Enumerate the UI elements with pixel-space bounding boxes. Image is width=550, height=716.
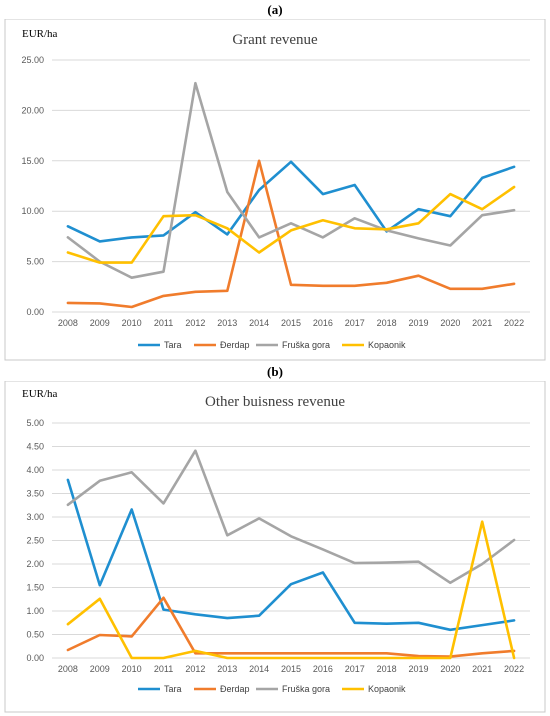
chart1-y-tick-label: 10.00	[21, 206, 44, 216]
chart2-series-fruska-gora	[66, 449, 516, 585]
chart1-y-axis-label: EUR/ha	[22, 28, 58, 40]
chart1-legend-label: Đerdap	[220, 340, 250, 350]
chart1-legend-label: Kopaonik	[368, 340, 406, 350]
chart2-legend-label: Tara	[164, 684, 182, 694]
chart2-series-tara	[66, 478, 516, 632]
chart2-x-tick-label: 2010	[122, 664, 142, 674]
panel-label-a: (a)	[267, 2, 283, 17]
chart1-x-tick-label: 2020	[440, 318, 460, 328]
chart2-x-tick-label: 2014	[249, 664, 269, 674]
chart1-y-tick-label: 5.00	[26, 257, 44, 267]
chart2-x-tick-label: 2018	[377, 664, 397, 674]
panel-label-b: (b)	[267, 364, 283, 379]
chart1-x-tick-label: 2012	[185, 318, 205, 328]
chart2-x-tick-label: 2022	[504, 664, 524, 674]
chart1-x-tick-label: 2019	[408, 318, 428, 328]
chart2-y-tick-label: 5.00	[26, 418, 44, 428]
grant-revenue-chart: Grant revenue EUR/ha 0.00 5.00 10.00 15.00 20.…	[4, 19, 546, 361]
chart2-x-tick-label: 2021	[472, 664, 492, 674]
chart1-y-tick-label: 0.00	[26, 307, 44, 317]
chart1-x-tick-label: 2015	[281, 318, 301, 328]
chart1-x-tick-label: 2022	[504, 318, 524, 328]
chart2-x-tick-label: 2017	[345, 664, 365, 674]
chart2-y-tick-label: 3.00	[26, 512, 44, 522]
chart2-title: Other buisness revenue	[205, 394, 345, 410]
chart1-x-tick-label: 2013	[217, 318, 237, 328]
chart1-frame	[4, 19, 546, 361]
chart2-y-tick-label: 0.50	[26, 630, 44, 640]
chart1-x-tick-label: 2016	[313, 318, 333, 328]
chart1-y-tick-label: 25.00	[21, 55, 44, 65]
chart2-y-tick-label: 4.50	[26, 442, 44, 452]
chart2-x-tick-label: 2016	[313, 664, 333, 674]
chart1-series-kopaonik	[66, 185, 516, 264]
chart1-x-tick-label: 2017	[345, 318, 365, 328]
chart1-series-fruska-gora	[66, 81, 516, 280]
chart2-y-tick-label: 0.00	[26, 653, 44, 663]
chart1-x-tick-label: 2010	[122, 318, 142, 328]
chart1-y-tick-label: 20.00	[21, 105, 44, 115]
chart1-legend-item-derdap: Đerdap	[194, 340, 250, 350]
chart2-x-tick-label: 2009	[90, 664, 110, 674]
chart2-legend-item-kopaonik: Kopaonik	[342, 684, 406, 694]
chart2-x-tick-label: 2008	[58, 664, 78, 674]
chart1-x-tick-label: 2011	[154, 318, 173, 328]
chart2-x-tick-label: 2019	[408, 664, 428, 674]
chart2-y-tick-label: 3.50	[26, 489, 44, 499]
other-business-revenue-chart: Other buisness revenue EUR/ha 0.00 0.50 1.00…	[4, 381, 546, 713]
chart1-title: Grant revenue	[232, 32, 318, 48]
chart2-series-kopaonik	[66, 520, 516, 660]
chart2-x-tick-label: 2020	[440, 664, 460, 674]
chart1-legend-label: Tara	[164, 340, 182, 350]
chart1-x-tick-label: 2018	[377, 318, 397, 328]
chart2-y-axis-label: EUR/ha	[22, 388, 58, 400]
chart2-frame	[4, 381, 546, 713]
chart2-x-tick-label: 2012	[185, 664, 205, 674]
chart1-legend-label: Fruška gora	[282, 340, 330, 350]
chart2-series-derdap	[66, 596, 516, 658]
chart2-legend-item-derdap: Đerdap	[194, 684, 250, 694]
chart2-y-tick-label: 2.50	[26, 536, 44, 546]
chart2-legend-label: Đerdap	[220, 684, 250, 694]
chart2-x-tick-label: 2011	[154, 664, 173, 674]
chart2-y-tick-label: 1.50	[26, 583, 44, 593]
chart1-legend-item-fruska-gora: Fruška gora	[256, 340, 330, 350]
chart1-x-tick-label: 2021	[472, 318, 492, 328]
chart2-x-tick-label: 2013	[217, 664, 237, 674]
chart1-x-tick-label: 2008	[58, 318, 78, 328]
chart2-y-tick-label: 1.00	[26, 606, 44, 616]
chart1-legend-item-tara: Tara	[138, 340, 182, 350]
chart2-y-tick-label: 4.00	[26, 465, 44, 475]
chart2-y-tick-label: 2.00	[26, 559, 44, 569]
chart1-series-derdap	[66, 159, 516, 309]
chart1-x-tick-label: 2009	[90, 318, 110, 328]
chart1-series-tara	[66, 160, 516, 243]
chart2-legend-item-fruska-gora: Fruška gora	[256, 684, 330, 694]
chart2-legend-label: Fruška gora	[282, 684, 330, 694]
chart2-legend-label: Kopaonik	[368, 684, 406, 694]
chart1-x-tick-label: 2014	[249, 318, 269, 328]
chart1-y-tick-label: 15.00	[21, 156, 44, 166]
chart2-x-tick-label: 2015	[281, 664, 301, 674]
chart1-legend-item-kopaonik: Kopaonik	[342, 340, 406, 350]
chart2-legend-item-tara: Tara	[138, 684, 182, 694]
